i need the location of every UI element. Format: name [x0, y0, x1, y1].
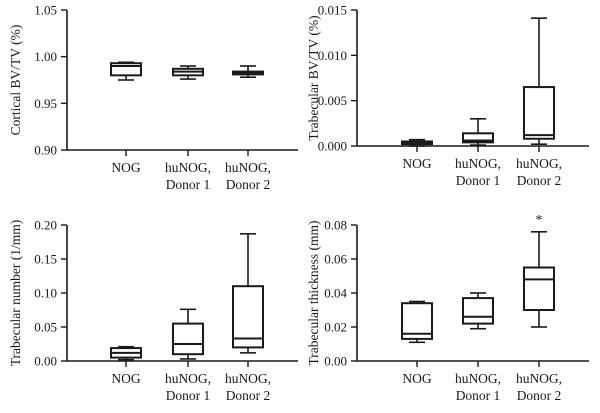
y-axis-title: Trabecular number (1/mm): [8, 220, 23, 366]
y-tick-label: 1.05: [34, 3, 57, 18]
x-category-label: Donor 2: [226, 388, 271, 403]
x-category-label: huNOG,: [516, 371, 562, 386]
x-category-label: huNOG,: [225, 371, 271, 386]
x-category-label: huNOG,: [225, 160, 271, 175]
y-tick-label: 0.04: [324, 286, 347, 301]
y-tick-label: 0.05: [34, 320, 57, 335]
y-tick-label: 0.000: [318, 139, 347, 154]
y-tick-label: 1.00: [34, 49, 57, 64]
y-tick-label: 0.005: [318, 93, 347, 108]
x-category-label: huNOG,: [516, 156, 562, 171]
x-category-label: NOG: [111, 160, 140, 175]
y-tick-label: 0.02: [324, 320, 347, 335]
significance-marker: *: [536, 213, 543, 228]
x-category-label: Donor 1: [166, 177, 211, 192]
y-tick-label: 0.06: [324, 252, 347, 267]
x-category-label: Donor 1: [456, 388, 501, 403]
x-category-label: NOG: [402, 371, 431, 386]
x-category-label: huNOG,: [455, 156, 501, 171]
y-axis-title: Cortical BV/TV (%): [8, 25, 23, 136]
box-iqr: [523, 266, 555, 311]
x-category-label: Donor 2: [517, 173, 562, 188]
y-tick-label: 0.95: [34, 96, 57, 111]
x-category-label: Donor 1: [166, 388, 211, 403]
y-tick-label: 0.90: [34, 143, 57, 158]
y-axis-title: Trabecular thickness (mm): [306, 221, 321, 366]
y-tick-label: 0.10: [34, 286, 57, 301]
box-iqr: [232, 285, 264, 349]
box-iqr: [523, 86, 555, 140]
x-category-label: Donor 2: [517, 388, 562, 403]
box-iqr: [462, 297, 494, 325]
x-category-label: huNOG,: [165, 160, 211, 175]
box-iqr: [172, 322, 204, 356]
y-tick-label: 0.00: [324, 354, 347, 369]
x-category-label: huNOG,: [455, 371, 501, 386]
x-category-label: huNOG,: [165, 371, 211, 386]
y-tick-label: 0.015: [318, 3, 347, 18]
y-tick-label: 0.010: [318, 48, 347, 63]
x-category-label: NOG: [402, 156, 431, 171]
y-tick-label: 0.00: [34, 354, 57, 369]
y-tick-label: 0.15: [34, 252, 57, 267]
y-tick-label: 0.20: [34, 218, 57, 233]
x-category-label: Donor 1: [456, 173, 501, 188]
x-category-label: Donor 2: [226, 177, 271, 192]
y-axis-title: Trabecular BV/TV (%): [306, 15, 321, 140]
box-iqr: [462, 132, 494, 144]
x-category-label: NOG: [111, 371, 140, 386]
y-tick-label: 0.08: [324, 218, 347, 233]
